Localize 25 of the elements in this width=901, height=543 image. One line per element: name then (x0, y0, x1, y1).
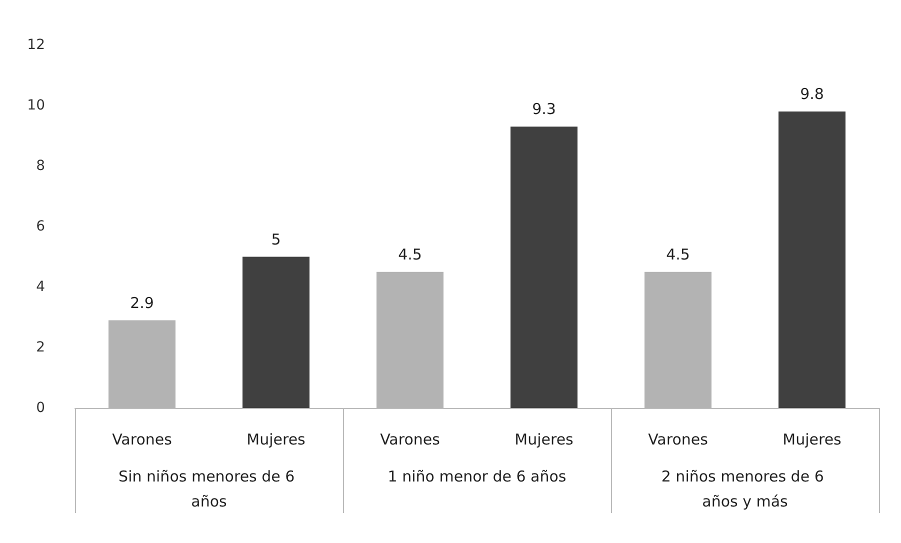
y-tick-label: 6 (36, 218, 46, 234)
y-tick-label: 2 (36, 340, 45, 356)
data-label: 9.3 (532, 100, 556, 118)
x-tick-label: Mujeres (246, 430, 306, 448)
y-tick-label: 12 (27, 37, 45, 53)
bar (510, 126, 578, 408)
y-tick-label: 4 (36, 279, 46, 295)
data-label: 5 (271, 230, 281, 248)
y-tick-label: 0 (36, 400, 45, 416)
x-tick-label: Varones (380, 430, 440, 448)
data-label: 9.8 (800, 85, 824, 104)
bar (242, 256, 310, 408)
text: Sin niños menores de 6 años (118, 468, 300, 510)
x-tick-label: Varones (112, 430, 172, 448)
y-tick-label: 10 (27, 98, 45, 114)
data-label: 2.9 (130, 294, 154, 312)
x-tick-label: Mujeres (782, 430, 842, 448)
data-label: 4.5 (666, 245, 690, 264)
data-label: 4.5 (398, 245, 422, 264)
text: 2 niños menores de 6 años y más (661, 468, 829, 510)
bar (778, 112, 846, 408)
y-tick-label: 8 (36, 158, 45, 174)
x-tick-label: Mujeres (514, 430, 574, 448)
text: 1 niño menor de 6 años (388, 468, 566, 486)
x-tick-label: Varones (648, 430, 708, 448)
